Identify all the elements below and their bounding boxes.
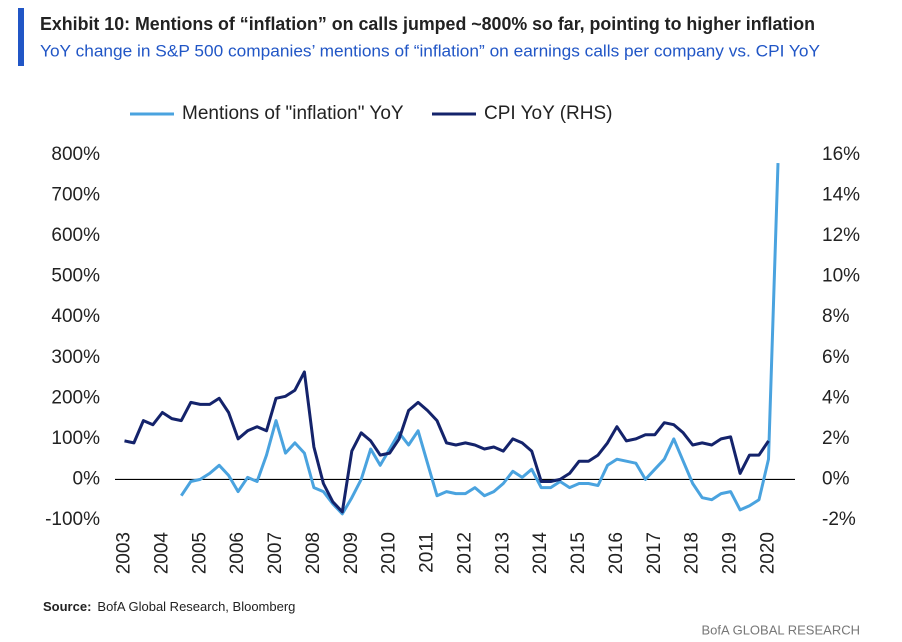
- y-tick-label: 300%: [51, 347, 100, 368]
- x-tick-label: 2014: [530, 532, 551, 575]
- y2-tick-label: 14%: [822, 185, 860, 206]
- y-tick-label: 800%: [51, 144, 100, 165]
- y2-tick-label: -2%: [822, 509, 856, 530]
- y2-tick-label: 6%: [822, 347, 850, 368]
- x-tick-label: 2012: [454, 532, 475, 574]
- x-tick-label: 2009: [341, 532, 362, 574]
- x-tick-label: 2016: [606, 532, 627, 574]
- x-tick-label: 2017: [644, 532, 665, 574]
- x-tick-label: 2003: [113, 532, 134, 574]
- y2-tick-label: 0%: [822, 468, 850, 489]
- y2-tick-label: 10%: [822, 266, 860, 287]
- chart-subtitle: YoY change in S&P 500 companies’ mention…: [40, 41, 820, 60]
- y-tick-label: 100%: [51, 428, 100, 449]
- y-tick-label: 700%: [51, 185, 100, 206]
- y2-tick-label: 12%: [822, 225, 860, 246]
- x-tick-label: 2020: [757, 532, 778, 574]
- x-tick-label: 2011: [417, 532, 438, 573]
- chart-title: Exhibit 10: Mentions of “inflation” on c…: [40, 14, 815, 34]
- legend-label: CPI YoY (RHS): [484, 103, 612, 124]
- y-tick-label: 400%: [51, 306, 100, 327]
- y2-tick-label: 4%: [822, 387, 850, 408]
- y2-tick-label: 2%: [822, 428, 850, 449]
- source-text: BofA Global Research, Bloomberg: [97, 599, 295, 614]
- x-tick-label: 2008: [303, 532, 324, 574]
- title-accent: [18, 8, 24, 66]
- y-tick-label: 600%: [51, 225, 100, 246]
- x-tick-label: 2013: [492, 532, 513, 574]
- source-label: Source:: [43, 599, 91, 614]
- y-tick-label: 500%: [51, 266, 100, 287]
- series-line: [180, 163, 780, 516]
- y-tick-label: 0%: [73, 468, 101, 489]
- x-tick-label: 2019: [720, 532, 741, 574]
- source: Source: BofA Global Research, Bloomberg: [43, 599, 295, 614]
- y2-tick-label: 8%: [822, 306, 850, 327]
- footer: BofA GLOBAL RESEARCH: [702, 622, 860, 637]
- y-tick-label: 200%: [51, 387, 100, 408]
- y-tick-label: -100%: [45, 509, 100, 530]
- x-tick-label: 2018: [682, 532, 703, 574]
- x-tick-label: 2005: [189, 532, 210, 574]
- x-tick-label: 2006: [227, 532, 248, 574]
- y2-tick-label: 16%: [822, 144, 860, 165]
- x-tick-label: 2015: [568, 532, 589, 574]
- legend-label: Mentions of "inflation" YoY: [182, 103, 404, 124]
- x-tick-label: 2010: [379, 532, 400, 574]
- series-line: [124, 370, 770, 514]
- x-tick-label: 2004: [151, 532, 172, 575]
- x-tick-label: 2007: [265, 532, 286, 574]
